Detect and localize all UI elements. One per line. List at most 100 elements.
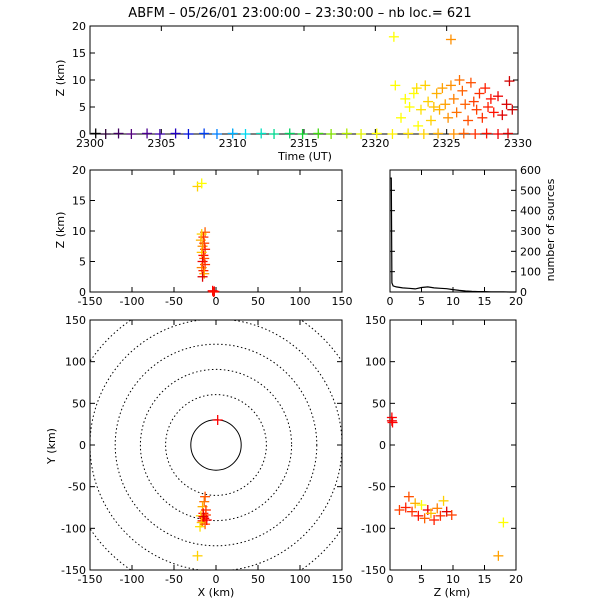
plan-ytick-label: 50 (72, 397, 86, 410)
plan-source (199, 496, 210, 507)
time-height-source (493, 91, 504, 102)
time-height-source (445, 34, 456, 45)
time-height-source (240, 129, 251, 139)
time-height-source (211, 129, 222, 139)
time-height-source (470, 129, 481, 139)
time-height-source (458, 128, 469, 139)
time-height-xtick-label: 2315 (290, 137, 318, 150)
time-height-source (425, 115, 436, 126)
histogram-xtick-label: 10 (446, 295, 460, 308)
plan-xtick-label: 100 (290, 573, 311, 586)
time-height-source (463, 115, 474, 126)
time-height-source (483, 102, 494, 112)
zy-source (419, 513, 430, 524)
xz-ytick-label: 0 (79, 286, 86, 299)
plan-ytick-label: 100 (65, 356, 86, 369)
time-height-source (183, 129, 194, 139)
zy-source (387, 417, 398, 428)
zy-ytick-label: 100 (365, 356, 386, 369)
xz-xtick-label: -100 (120, 295, 145, 308)
plan-source (200, 510, 211, 520)
xz-ytick-label: 5 (79, 256, 86, 269)
time-height-source (418, 129, 429, 139)
plan-xtick-label: -150 (78, 573, 103, 586)
zy-source (438, 495, 449, 506)
time-height-source (504, 76, 515, 87)
figure-title: ABFM – 05/26/01 23:00:00 – 23:30:00 – nb… (128, 6, 471, 21)
time-height-source (390, 80, 401, 91)
plan-source (200, 519, 211, 530)
time-height-ytick-label: 0 (79, 128, 86, 141)
zy-ytick-label: 50 (372, 397, 386, 410)
xz-source (197, 271, 208, 282)
time-height-source (501, 99, 512, 110)
histogram-line (390, 177, 516, 293)
time-height-xtick-label: 2305 (147, 137, 175, 150)
time-height-source (199, 128, 210, 139)
zy-ytick-label: 150 (365, 314, 386, 327)
xz-xtick-label: 100 (290, 295, 311, 308)
time-height-source (488, 107, 499, 118)
time-height-source (431, 88, 442, 99)
time-height-source (356, 129, 367, 139)
time-height-xtick-label: 2325 (433, 137, 461, 150)
plan-xtick-label: 0 (213, 573, 220, 586)
zy-source (410, 498, 421, 509)
time-height-source (326, 129, 337, 139)
time-height-source (420, 80, 431, 91)
time-height-source (485, 93, 496, 104)
time-height-source (387, 129, 398, 139)
plan-ytick-label: -50 (68, 481, 86, 494)
histogram-ytick-label: 500 (520, 184, 541, 197)
zy-source (446, 510, 457, 520)
time-height-source (154, 129, 165, 139)
plan-source (200, 491, 211, 502)
histogram-ytick-label: 100 (520, 266, 541, 279)
time-height-source (142, 128, 153, 139)
time-height-source (90, 128, 101, 139)
time-height-source (227, 128, 238, 139)
time-height-source (269, 129, 280, 139)
xz-xtick-label: -150 (78, 295, 103, 308)
time-height-source (503, 128, 514, 139)
xz-xtick-label: -50 (165, 295, 183, 308)
zy-source (407, 506, 418, 517)
zy-source (441, 506, 452, 517)
range-ring (114, 343, 318, 547)
zy-ytick-label: -150 (361, 564, 386, 577)
zy-ytick-label: -100 (361, 522, 386, 535)
time-height-source (440, 99, 451, 110)
time-height-source (396, 112, 407, 123)
histogram-ytick-label: 200 (520, 245, 541, 258)
zy-source (435, 510, 446, 521)
plan-source (195, 521, 206, 532)
time-height-source (493, 129, 504, 139)
xz-ylabel: Z (km) (54, 212, 67, 249)
plan-source (192, 550, 203, 561)
histogram-xtick-label: 15 (478, 295, 492, 308)
time-height-source (284, 128, 295, 139)
zy-source (429, 515, 440, 525)
range-ring (139, 368, 293, 522)
time-height-source (413, 120, 424, 131)
histogram-ytick-label: 400 (520, 205, 541, 218)
time-height-xtick-label: 2320 (361, 137, 389, 150)
zy-xlabel: Z (km) (434, 586, 471, 599)
time-height-source (408, 88, 419, 99)
histogram-ytick-label: 600 (520, 164, 541, 177)
time-height-source (371, 128, 382, 139)
time-height-source (437, 83, 448, 94)
histogram-ytick-label: 0 (520, 286, 527, 299)
xz-xtick-label: 150 (332, 295, 353, 308)
plan-xtick-label: -100 (120, 573, 145, 586)
histogram-ylabel: number of sources (544, 178, 557, 281)
time-height-source (388, 31, 399, 42)
xz-ytick-label: 10 (72, 225, 86, 238)
zy-source (413, 510, 424, 521)
plan-ytick-label: 0 (79, 439, 86, 452)
time-height-source (457, 85, 468, 96)
time-height-source (477, 112, 488, 123)
zy-xtick-label: 5 (418, 573, 425, 586)
time-height-source (451, 107, 462, 118)
zy-source (425, 508, 436, 519)
